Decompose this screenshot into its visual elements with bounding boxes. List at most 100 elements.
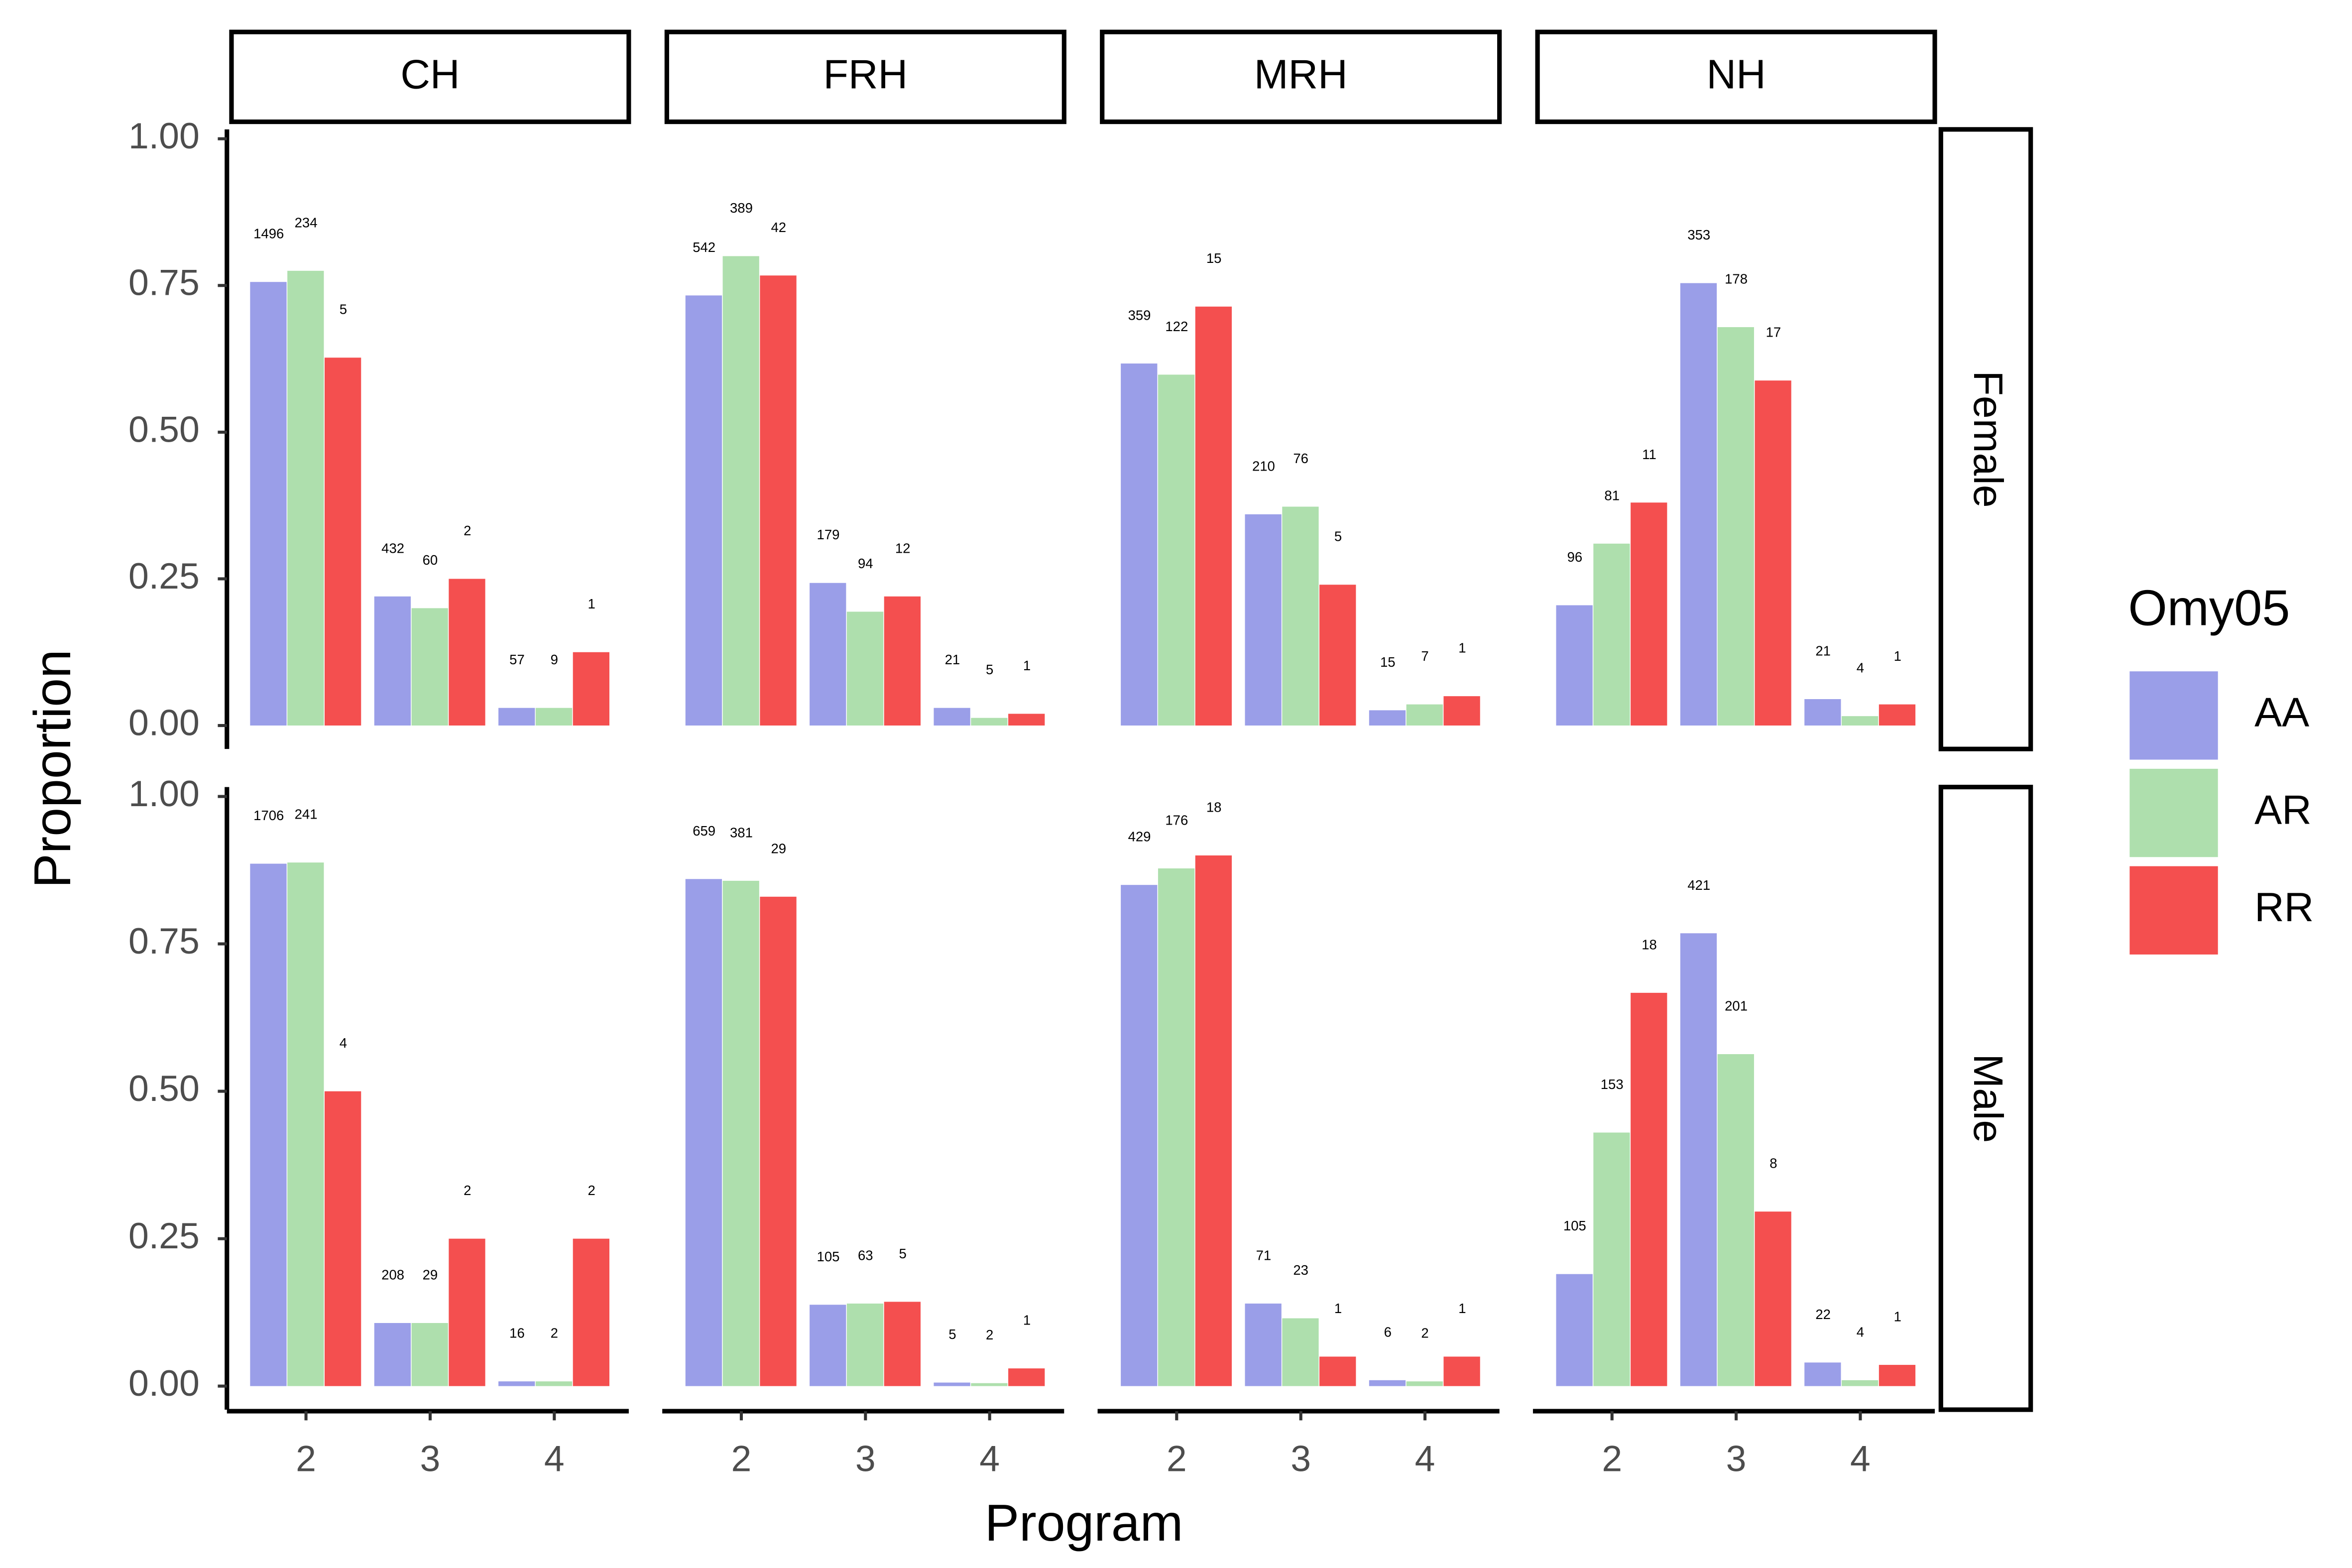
x-tick-label: 3 <box>855 1438 876 1479</box>
bar <box>1245 1303 1282 1386</box>
bar <box>884 596 921 726</box>
bar-count-label: 6 <box>1384 1324 1392 1339</box>
column-strip <box>1535 29 1937 124</box>
bar <box>810 1305 846 1386</box>
bar <box>1717 327 1754 726</box>
bar <box>498 708 535 726</box>
bar-count-label: 201 <box>1725 998 1748 1014</box>
bar <box>449 579 485 726</box>
legend-label: RR <box>2254 884 2314 930</box>
bar-count-label: 176 <box>1165 813 1188 828</box>
x-tick-label: 4 <box>1850 1438 1871 1479</box>
bar <box>1008 1368 1045 1386</box>
y-tick-label: 0.50 <box>128 1068 200 1109</box>
bar <box>1319 1356 1356 1386</box>
bar <box>1556 605 1593 726</box>
legend-key <box>2129 768 2218 857</box>
legend-label: AR <box>2254 787 2312 833</box>
bar-count-label: 76 <box>1293 451 1308 466</box>
bar <box>1406 704 1443 726</box>
bar-count-label: 429 <box>1128 829 1151 844</box>
x-tick-label: 4 <box>979 1438 1000 1479</box>
row-strip-label: Female <box>1965 370 2011 507</box>
bar-count-label: 432 <box>381 540 404 556</box>
bar <box>1804 1362 1841 1386</box>
bar-count-label: 15 <box>1380 654 1396 670</box>
bar-count-label: 178 <box>1725 271 1748 286</box>
bar-count-label: 60 <box>423 552 438 568</box>
bar-count-label: 57 <box>509 652 525 667</box>
bar-count-label: 1 <box>1894 1309 1901 1325</box>
bar-count-label: 1 <box>1458 1301 1466 1316</box>
bar <box>498 1381 535 1386</box>
bar-count-label: 17 <box>1766 325 1781 340</box>
bar-count-label: 2 <box>464 523 471 538</box>
y-tick-label: 0.00 <box>128 1363 200 1404</box>
bar <box>1121 885 1158 1386</box>
bar <box>1158 374 1195 726</box>
bar <box>1158 868 1195 1386</box>
bar <box>1593 543 1630 726</box>
bar-count-label: 23 <box>1293 1262 1308 1278</box>
bar <box>324 1091 361 1386</box>
bar <box>374 596 411 726</box>
y-tick-label: 1.00 <box>128 116 200 156</box>
bar-count-label: 15 <box>1206 250 1222 266</box>
bar-count-label: 5 <box>340 302 347 317</box>
bar-count-label: 153 <box>1601 1077 1624 1092</box>
bar <box>1319 585 1356 726</box>
bar-count-label: 2 <box>588 1183 595 1198</box>
y-tick-label: 0.25 <box>128 556 200 597</box>
bar <box>374 1323 411 1386</box>
bar-count-label: 5 <box>1334 529 1342 544</box>
bar <box>573 652 609 726</box>
bar-count-label: 7 <box>1421 648 1428 664</box>
bar-count-label: 389 <box>730 200 753 216</box>
bar-count-label: 1496 <box>253 226 284 241</box>
bar-count-label: 105 <box>817 1249 840 1264</box>
bar <box>884 1302 921 1386</box>
bar-count-label: 42 <box>771 220 786 235</box>
bar <box>1879 704 1916 726</box>
legend-key <box>2129 866 2218 955</box>
bar-count-label: 5 <box>986 662 993 677</box>
bar <box>934 708 970 726</box>
bar-count-label: 210 <box>1252 458 1275 474</box>
bar <box>760 896 797 1386</box>
bar-count-label: 2 <box>986 1327 993 1342</box>
column-strip-label: FRH <box>823 52 908 98</box>
legend-label: AA <box>2254 690 2309 735</box>
bar-count-label: 179 <box>817 527 840 542</box>
bar-count-label: 542 <box>693 240 715 255</box>
bar <box>287 270 324 726</box>
bar-count-label: 18 <box>1642 937 1657 952</box>
bar-count-label: 63 <box>858 1247 873 1263</box>
bar-count-label: 29 <box>771 841 786 856</box>
bar <box>1245 514 1282 726</box>
row-strip <box>1938 785 2033 1412</box>
bar <box>1369 1380 1406 1386</box>
bar <box>573 1238 609 1386</box>
bar <box>1680 933 1717 1386</box>
legend-title: Omy05 <box>2128 581 2290 636</box>
bar-count-label: 71 <box>1256 1247 1272 1263</box>
bar-count-label: 122 <box>1165 319 1188 334</box>
bar-count-label: 21 <box>945 652 960 667</box>
bar-count-label: 4 <box>340 1035 347 1051</box>
bar-count-label: 2 <box>464 1183 471 1198</box>
bar <box>1195 306 1232 726</box>
bar-count-label: 359 <box>1128 308 1151 323</box>
bar <box>934 1382 970 1386</box>
x-tick-label: 2 <box>1167 1438 1187 1479</box>
bar <box>1369 710 1406 726</box>
bar-count-label: 1 <box>1334 1301 1342 1316</box>
bar-count-label: 81 <box>1604 487 1620 503</box>
bar-count-label: 105 <box>1563 1218 1586 1233</box>
bar <box>1879 1365 1916 1386</box>
bar-count-label: 22 <box>1815 1307 1831 1322</box>
bar-count-label: 2 <box>1421 1326 1428 1341</box>
bar <box>1680 283 1717 726</box>
bar <box>1842 1380 1879 1386</box>
x-tick-label: 3 <box>1726 1438 1747 1479</box>
